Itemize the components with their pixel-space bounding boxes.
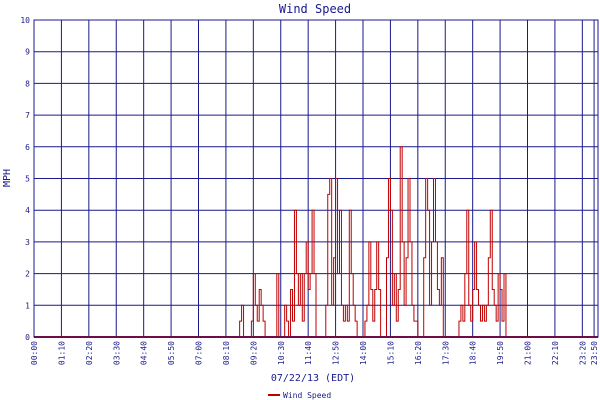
x-tick-label: 22:10 <box>551 341 560 365</box>
x-tick-label: 16:20 <box>414 341 423 365</box>
y-tick-label: 9 <box>25 48 30 57</box>
y-tick-label: 5 <box>25 175 30 184</box>
y-tick-label: 2 <box>25 270 30 279</box>
x-tick-label: 09:20 <box>249 341 258 365</box>
y-tick-labels: 0 1 2 3 4 5 6 7 8 9 10 <box>20 16 30 342</box>
x-tick-label: 19:50 <box>496 341 505 365</box>
x-tick-label: 05:50 <box>167 341 176 365</box>
x-tick-label: 07:00 <box>195 341 204 365</box>
x-tick-label: 21:00 <box>524 341 533 365</box>
x-tick-label: 14:00 <box>359 341 368 365</box>
y-axis-label: MPH <box>2 169 13 187</box>
x-tick-label: 04:40 <box>140 341 149 365</box>
x-tick-label: 23:20 <box>578 341 587 365</box>
x-tick-label: 17:30 <box>441 341 450 365</box>
y-tick-label: 3 <box>25 238 30 247</box>
y-tick-label: 7 <box>25 111 30 120</box>
series-line-wind-speed <box>34 146 598 338</box>
x-axis-label: 07/22/13 (EDT) <box>271 373 355 384</box>
y-tick-label: 10 <box>20 16 30 25</box>
legend-label: Wind Speed <box>283 391 331 400</box>
y-tick-label: 6 <box>25 143 30 152</box>
x-tick-label: 11:40 <box>304 341 313 365</box>
y-tick-label: 8 <box>25 79 30 88</box>
x-tick-label: 00:00 <box>30 341 39 365</box>
x-tick-label: 15:10 <box>386 341 395 365</box>
x-tick-label: 02:20 <box>85 341 94 365</box>
x-tick-label: 18:40 <box>469 341 478 365</box>
x-tick-label: 08:10 <box>222 341 231 365</box>
x-tick-label: 12:50 <box>332 341 341 365</box>
plot-frame <box>33 19 599 338</box>
legend: Wind Speed <box>268 391 331 400</box>
x-tick-labels: 00:00 01:10 02:20 03:30 04:40 05:50 07:00 08:10… <box>30 341 599 365</box>
x-tick-label: 01:10 <box>57 341 66 365</box>
x-tick-label: 03:30 <box>112 341 121 365</box>
x-tick-label: 10:30 <box>277 341 286 365</box>
y-tick-label: 4 <box>25 206 30 215</box>
y-tick-label: 0 <box>25 333 30 342</box>
chart-title: Wind Speed <box>279 2 351 16</box>
x-tick-label: 23:50 <box>590 341 599 365</box>
y-tick-label: 1 <box>25 301 30 310</box>
